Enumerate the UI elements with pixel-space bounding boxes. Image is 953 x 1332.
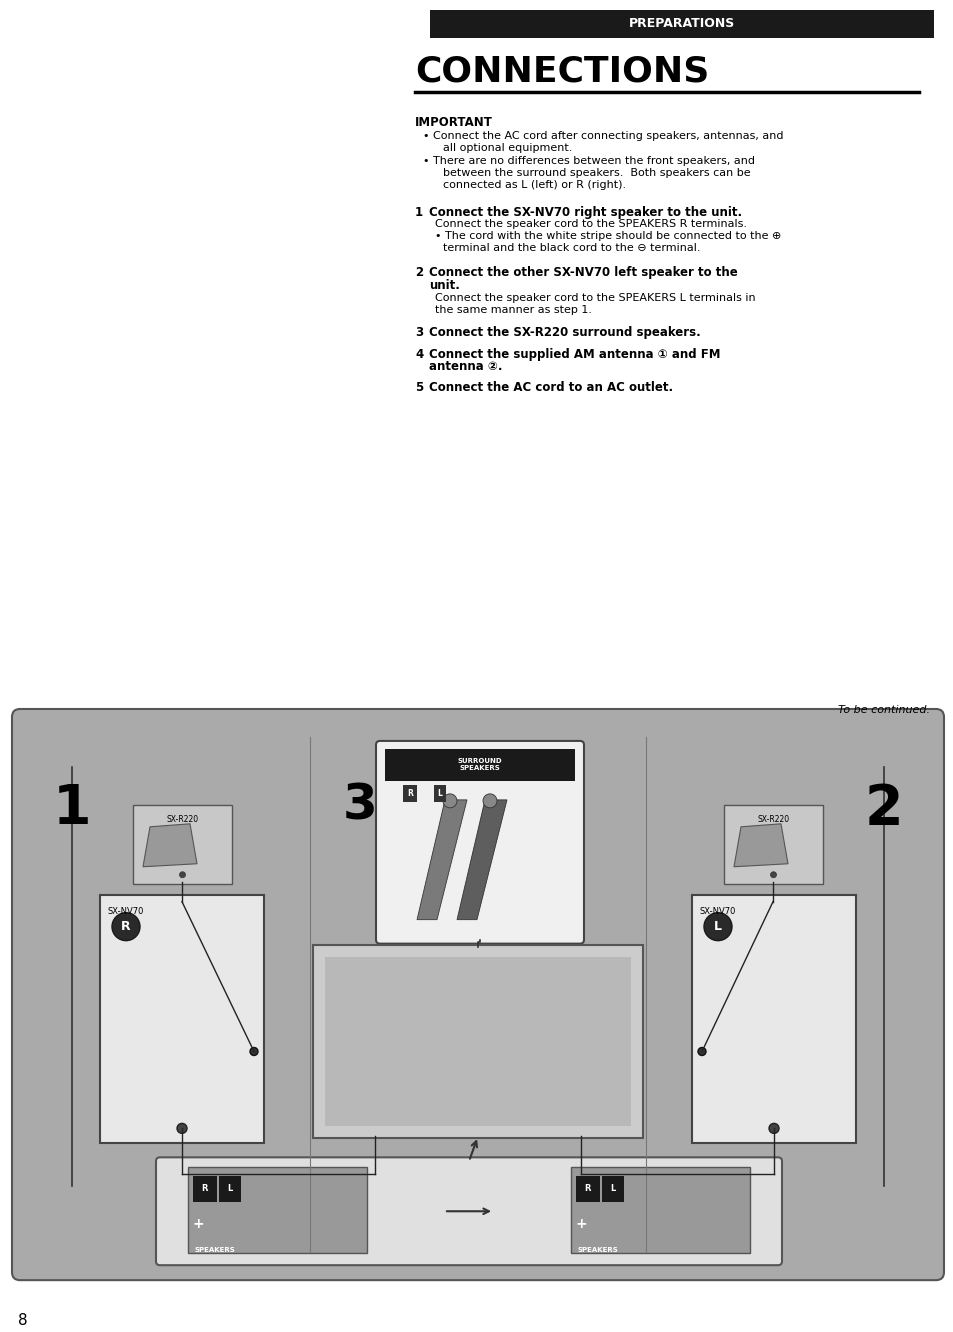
Text: antenna ②.: antenna ②. xyxy=(429,361,502,373)
Text: the same manner as step 1.: the same manner as step 1. xyxy=(435,305,592,314)
Text: SPEAKERS: SPEAKERS xyxy=(194,1247,235,1253)
Text: between the surround speakers.  Both speakers can be: between the surround speakers. Both spea… xyxy=(442,168,750,177)
Text: • Connect the AC cord after connecting speakers, antennas, and: • Connect the AC cord after connecting s… xyxy=(422,131,782,141)
Text: 4: 4 xyxy=(415,348,423,361)
Circle shape xyxy=(177,1123,187,1134)
Text: L: L xyxy=(610,1184,615,1193)
Polygon shape xyxy=(416,799,467,919)
Text: L: L xyxy=(713,920,721,934)
Circle shape xyxy=(250,1047,257,1055)
FancyBboxPatch shape xyxy=(132,805,232,883)
Text: Connect the AC cord to an AC outlet.: Connect the AC cord to an AC outlet. xyxy=(429,381,673,394)
Text: 3: 3 xyxy=(415,325,423,338)
Text: Connect the speaker cord to the SPEAKERS L terminals in: Connect the speaker cord to the SPEAKERS… xyxy=(435,293,755,302)
Text: SX-R220: SX-R220 xyxy=(166,815,198,823)
Text: R: R xyxy=(584,1184,591,1193)
FancyBboxPatch shape xyxy=(188,1167,367,1253)
Bar xyxy=(385,749,575,781)
Circle shape xyxy=(442,794,456,807)
Bar xyxy=(430,9,933,37)
Text: PREPARATIONS: PREPARATIONS xyxy=(628,17,735,31)
Text: Connect the speaker cord to the SPEAKERS R terminals.: Connect the speaker cord to the SPEAKERS… xyxy=(435,218,746,229)
Text: To be continued.: To be continued. xyxy=(837,705,929,715)
FancyBboxPatch shape xyxy=(571,1167,749,1253)
Text: +: + xyxy=(575,1217,586,1231)
Text: Connect the SX-R220 surround speakers.: Connect the SX-R220 surround speakers. xyxy=(429,325,700,338)
Circle shape xyxy=(768,1123,779,1134)
Polygon shape xyxy=(456,799,506,919)
Text: unit.: unit. xyxy=(429,278,459,292)
Circle shape xyxy=(703,912,731,940)
Text: 2: 2 xyxy=(863,782,902,836)
Text: 2: 2 xyxy=(415,265,423,278)
FancyBboxPatch shape xyxy=(313,944,642,1139)
Text: +: + xyxy=(192,1217,204,1231)
FancyBboxPatch shape xyxy=(691,895,855,1143)
Text: terminal and the black cord to the ⊖ terminal.: terminal and the black cord to the ⊖ ter… xyxy=(442,242,700,253)
Text: SURROUND
SPEAKERS: SURROUND SPEAKERS xyxy=(457,758,502,771)
Text: R: R xyxy=(407,789,413,798)
FancyBboxPatch shape xyxy=(12,709,943,1280)
Text: SPEAKERS: SPEAKERS xyxy=(578,1247,618,1253)
Text: IMPORTANT: IMPORTANT xyxy=(415,116,493,129)
Circle shape xyxy=(482,794,497,807)
Text: 1: 1 xyxy=(52,782,91,836)
Text: SX-NV70: SX-NV70 xyxy=(700,907,736,915)
Text: Connect the supplied AM antenna ① and FM: Connect the supplied AM antenna ① and FM xyxy=(429,348,720,361)
Text: R: R xyxy=(121,920,131,934)
Text: SX-R220: SX-R220 xyxy=(757,815,789,823)
Polygon shape xyxy=(733,823,787,867)
FancyBboxPatch shape xyxy=(723,805,822,883)
FancyBboxPatch shape xyxy=(100,895,264,1143)
Polygon shape xyxy=(143,823,196,867)
Text: 5: 5 xyxy=(415,381,423,394)
FancyBboxPatch shape xyxy=(156,1158,781,1265)
Text: 8: 8 xyxy=(18,1313,28,1328)
Circle shape xyxy=(770,871,776,878)
Circle shape xyxy=(179,871,185,878)
Text: SX-NV70: SX-NV70 xyxy=(108,907,144,915)
Text: • There are no differences between the front speakers, and: • There are no differences between the f… xyxy=(422,156,754,165)
Text: 1: 1 xyxy=(415,205,423,218)
Bar xyxy=(325,956,630,1127)
Text: L: L xyxy=(437,789,442,798)
Text: • The cord with the white stripe should be connected to the ⊕: • The cord with the white stripe should … xyxy=(435,230,781,241)
FancyBboxPatch shape xyxy=(375,741,583,943)
Text: Connect the other SX-NV70 left speaker to the: Connect the other SX-NV70 left speaker t… xyxy=(429,265,737,278)
Text: all optional equipment.: all optional equipment. xyxy=(442,143,572,153)
Text: R: R xyxy=(201,1184,208,1193)
Text: CONNECTIONS: CONNECTIONS xyxy=(415,55,709,89)
Circle shape xyxy=(698,1047,705,1055)
Text: connected as L (left) or R (right).: connected as L (left) or R (right). xyxy=(442,180,625,189)
Circle shape xyxy=(112,912,140,940)
Text: L: L xyxy=(227,1184,233,1193)
Text: Connect the SX-NV70 right speaker to the unit.: Connect the SX-NV70 right speaker to the… xyxy=(429,205,741,218)
Text: 3: 3 xyxy=(342,782,377,830)
